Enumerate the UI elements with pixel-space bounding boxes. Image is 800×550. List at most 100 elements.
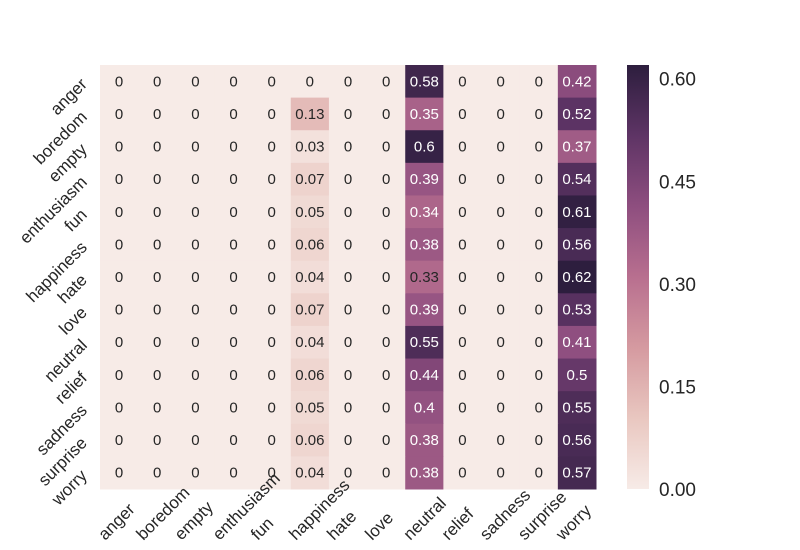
cell-value-label: 0	[344, 269, 352, 286]
cell-value-label: 0	[115, 269, 123, 286]
heatmap-cell	[481, 456, 521, 490]
heatmap-cell	[405, 293, 444, 327]
cell-value-label: 0	[344, 73, 352, 90]
cell-value-label: 0	[153, 302, 161, 319]
heatmap-cell	[443, 456, 483, 490]
cell-value-label: 0	[115, 399, 123, 416]
cell-value-label: 0.34	[410, 204, 439, 221]
heatmap-cell	[367, 228, 406, 262]
heatmap-cell	[138, 456, 177, 490]
cell-value-label: 0.44	[410, 367, 439, 384]
heatmap-cell	[138, 358, 177, 392]
cell-value-label: 0	[115, 204, 123, 221]
heatmap-cell	[176, 162, 215, 196]
heatmap-cell	[519, 325, 559, 360]
cell-value-label: 0	[496, 399, 504, 416]
cell-value-label: 0	[115, 236, 123, 253]
x-tick-label: love	[362, 508, 397, 543]
colorbar-gradient	[627, 65, 649, 489]
heatmap-cell	[290, 456, 330, 490]
cell-value-label: 0	[153, 399, 161, 416]
colorbar-tick-label: 0.15	[659, 377, 696, 398]
cell-value-label: 0	[153, 432, 161, 449]
cell-value-label: 0	[268, 465, 276, 482]
cell-value-label: 0	[458, 139, 466, 156]
cell-value-label: 0	[535, 73, 543, 90]
heatmap-cell	[138, 195, 177, 229]
heatmap-cell	[443, 130, 483, 164]
heatmap-cell	[214, 228, 254, 262]
cell-value-label: 0.58	[410, 73, 439, 90]
heatmap-cell	[328, 260, 368, 294]
heatmap-cell	[100, 195, 139, 229]
cell-value-label: 0	[458, 334, 466, 351]
cell-value-label: 0	[535, 139, 543, 156]
heatmap-cell	[176, 325, 215, 360]
cell-value-label: 0	[153, 269, 161, 286]
cell-value-label: 0	[229, 465, 237, 482]
x-tick-label: fun	[247, 514, 277, 544]
heatmap-cell	[328, 456, 368, 490]
cell-value-label: 0	[496, 302, 504, 319]
cell-value-label: 0	[535, 204, 543, 221]
heatmap-cell	[405, 456, 444, 490]
colorbar-tick-label: 0.60	[659, 70, 696, 91]
cell-value-label: 0	[153, 171, 161, 188]
cell-value-label: 0.04	[295, 269, 324, 286]
cell-value-label: 0	[191, 73, 199, 90]
heatmap-cell	[214, 65, 254, 99]
heatmap-cell	[557, 228, 597, 262]
heatmap-cell	[290, 423, 330, 457]
cell-value-label: 0	[268, 106, 276, 123]
heatmap-cell	[252, 195, 292, 229]
cell-value-label: 0	[153, 334, 161, 351]
cell-value-label: 0	[344, 302, 352, 319]
cell-value-label: 0	[535, 432, 543, 449]
heatmap-cell	[138, 97, 177, 131]
cell-value-label: 0	[191, 465, 199, 482]
heatmap-cell	[367, 260, 406, 294]
cell-value-label: 0.38	[410, 236, 439, 253]
cell-value-label: 0.55	[562, 399, 591, 416]
heatmap-cell	[176, 391, 215, 425]
cell-value-label: 0	[496, 334, 504, 351]
cell-value-label: 0.54	[562, 171, 591, 188]
heatmap-cell	[443, 325, 483, 360]
heatmap-cell	[138, 65, 177, 99]
cell-value-label: 0	[229, 302, 237, 319]
heatmap-cell	[328, 162, 368, 196]
cell-value-label: 0	[191, 334, 199, 351]
heatmap-cell	[100, 162, 139, 196]
cell-value-label: 0.06	[295, 236, 324, 253]
heatmap-cell	[100, 97, 139, 131]
cell-value-label: 0	[496, 73, 504, 90]
heatmap-cell	[252, 97, 292, 131]
cell-value-label: 0	[344, 106, 352, 123]
cell-value-label: 0	[229, 399, 237, 416]
heatmap-cell	[138, 228, 177, 262]
heatmap-cell	[214, 391, 254, 425]
heatmap-cell	[557, 325, 597, 360]
cell-value-label: 0	[268, 334, 276, 351]
heatmap-cell	[443, 260, 483, 294]
heatmap-cell	[519, 195, 559, 229]
heatmap-cell	[557, 130, 597, 164]
cell-value-label: 0	[229, 171, 237, 188]
cell-value-label: 0	[382, 204, 390, 221]
heatmap-cell	[519, 65, 559, 99]
heatmap-cell	[214, 260, 254, 294]
heatmap-cell	[176, 293, 215, 327]
cell-value-label: 0.41	[562, 334, 591, 351]
cell-value-label: 0	[229, 269, 237, 286]
heatmap-cell	[405, 162, 444, 196]
heatmap-cell	[405, 65, 444, 99]
heatmap-cell	[443, 391, 483, 425]
heatmap-cell	[328, 358, 368, 392]
heatmap-cell	[328, 423, 368, 457]
heatmap-cell	[176, 130, 215, 164]
heatmap-cell	[214, 130, 254, 164]
heatmap-cell	[252, 228, 292, 262]
cell-value-label: 0.38	[410, 432, 439, 449]
heatmap-cell	[519, 260, 559, 294]
heatmap-cell	[367, 65, 406, 99]
